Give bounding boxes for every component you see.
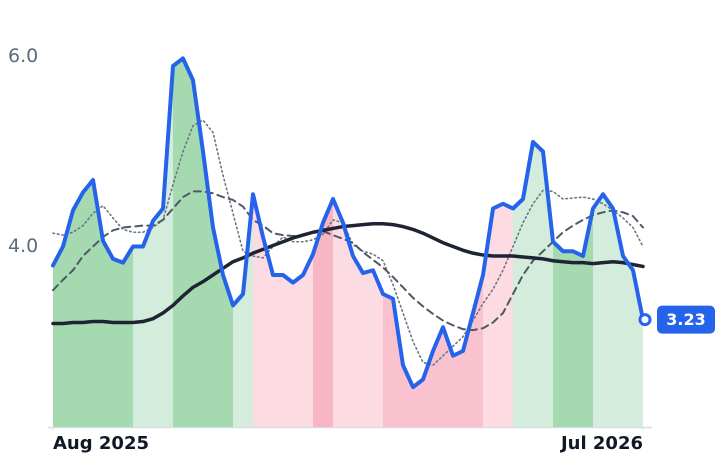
region-area (53, 180, 133, 427)
region-area (133, 66, 173, 427)
series-line (51, 221, 645, 326)
region-area (313, 199, 333, 427)
region-area (593, 194, 643, 427)
series-line (51, 56, 645, 390)
value-badge-label: 3.23 (666, 310, 705, 329)
region-area (513, 142, 553, 427)
value-badge (657, 305, 715, 334)
x-tick-label: Jul 2026 (559, 433, 643, 454)
last-point (638, 313, 652, 327)
region-area (173, 58, 233, 428)
region-area (333, 199, 383, 427)
y-tick-label: 6.0 (8, 45, 38, 67)
y-tick-label: 4.0 (8, 235, 38, 257)
region-area (253, 194, 313, 427)
x-tick-label: Aug 2025 (53, 433, 149, 454)
region-area (483, 203, 513, 427)
